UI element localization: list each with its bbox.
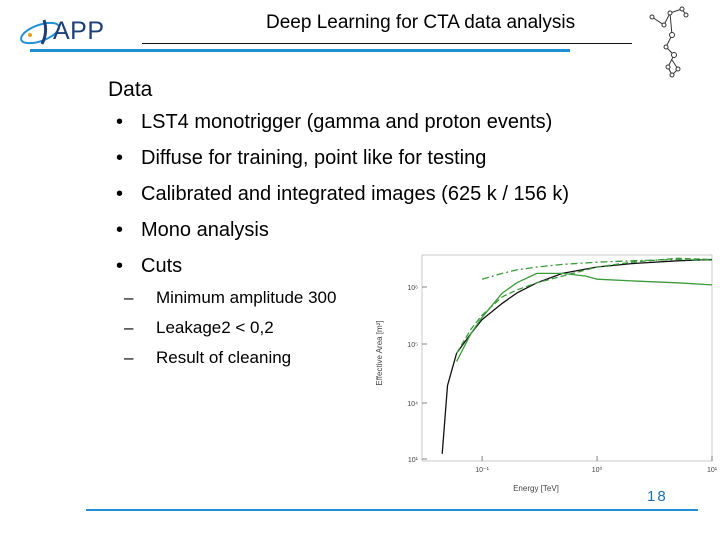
bullet-dot-icon: • <box>116 183 124 205</box>
x-axis-label: Energy [TeV] <box>513 484 559 493</box>
bullet-item: • Calibrated and integrated images (625 k… <box>112 182 569 218</box>
bullet-item: • LST4 monotrigger (gamma and proton even… <box>112 110 569 146</box>
bullet-dot-icon: • <box>116 255 124 277</box>
series-line-1 <box>441 258 713 454</box>
bullet-text: Calibrated and integrated images (625 k … <box>141 183 570 205</box>
logo-text: APP <box>53 17 105 45</box>
plot-frame <box>421 254 713 462</box>
footer-rule <box>86 509 698 511</box>
bullet-item: • Diffuse for training, point like for te… <box>112 146 569 182</box>
chart-background <box>370 243 720 500</box>
bullet-dot-icon: • <box>116 147 124 169</box>
dash-icon: – <box>124 348 134 367</box>
section-heading: Data <box>108 78 153 101</box>
bullet-dot-icon: • <box>116 111 124 133</box>
sub-bullet-text: Leakage2 < 0,2 <box>156 318 274 337</box>
y-tick-label: 10⁴ <box>407 401 418 408</box>
series-line-3 <box>456 257 713 354</box>
sub-bullet-list: – Minimum amplitude 300 – Leakage2 < 0,2 –… <box>124 287 336 377</box>
bullet-list: • LST4 monotrigger (gamma and proton even… <box>112 110 569 290</box>
y-tick-label: 10⁵ <box>407 342 418 349</box>
bullet-text: Cuts <box>141 255 183 277</box>
title-accent-bar <box>30 49 570 52</box>
y-tick-label: 10¹ <box>408 457 419 464</box>
page-number: 18 <box>647 488 668 505</box>
x-tick-label: 10¹ <box>707 467 718 474</box>
sub-bullet-item: – Minimum amplitude 300 <box>124 287 336 317</box>
effective-area-chart: 10⁻¹ 10⁰ 10¹ 10¹ 10⁴ 10⁵ 10⁶ Effective Area [m… <box>370 243 720 500</box>
x-tick-label: 10⁰ <box>592 466 603 474</box>
bullet-text: Mono analysis <box>141 219 269 241</box>
bullet-text: Diffuse for training, point like for tes… <box>141 147 487 169</box>
y-axis-label: Effective Area [m²] <box>375 320 384 385</box>
series-line-2 <box>456 272 713 362</box>
sub-bullet-text: Result of cleaning <box>156 348 292 367</box>
bullet-item: • Mono analysis <box>112 218 569 254</box>
sub-bullet-text: Minimum amplitude 300 <box>156 288 337 307</box>
plot-area: 10⁻¹ 10⁰ 10¹ 10¹ 10⁴ 10⁵ 10⁶ <box>407 254 718 474</box>
dash-icon: – <box>124 288 134 307</box>
y-tick-label: 10⁶ <box>407 285 418 292</box>
x-tick-label: 10⁻¹ <box>475 467 489 474</box>
bullet-dot-icon: • <box>116 219 124 241</box>
cta-constellation-icon <box>649 6 689 78</box>
series-line-4 <box>481 258 713 280</box>
bullet-item: • Cuts <box>112 254 569 290</box>
sub-bullet-item: – Leakage2 < 0,2 <box>124 317 336 347</box>
title-underline <box>142 43 632 44</box>
page-title: Deep Learning for CTA data analysis <box>266 12 576 33</box>
bullet-text: LST4 monotrigger (gamma and proton event… <box>141 111 553 133</box>
lapp-logo <box>20 19 60 45</box>
dash-icon: – <box>124 318 134 337</box>
sub-bullet-item: – Result of cleaning <box>124 347 336 377</box>
